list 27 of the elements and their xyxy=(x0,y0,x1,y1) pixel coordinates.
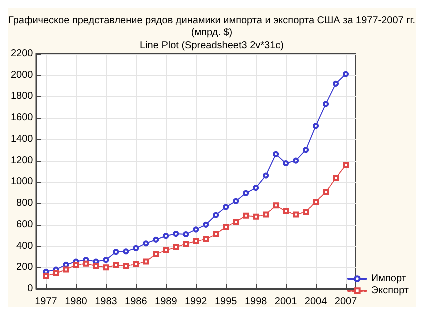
y-tick-label: 800 xyxy=(16,198,34,210)
y-tick-label: 1800 xyxy=(10,91,34,102)
chart-title: Графическое представление рядов динамики импорта и экспорта США за 1977-2007 гг. (мпрд. $) xyxy=(8,16,416,38)
chart-subtitle: Line Plot (Spreadsheet3 2v*31c) xyxy=(140,40,284,52)
y-tick-label: 600 xyxy=(16,219,34,230)
x-tick-label: 2001 xyxy=(274,296,298,308)
x-tick-label: 1980 xyxy=(65,296,88,308)
x-tick-label: 1995 xyxy=(214,296,238,308)
x-tick-label: 2004 xyxy=(304,296,328,308)
x-tick-label: 1992 xyxy=(185,296,208,308)
y-tick-label: 2200 xyxy=(10,48,34,60)
x-tick-label: 1989 xyxy=(155,296,178,308)
y-tick-label: 1200 xyxy=(10,155,34,166)
x-tick-label: 1998 xyxy=(244,296,268,308)
x-tick-label: 1986 xyxy=(125,296,148,308)
x-tick-label: 1983 xyxy=(95,296,118,308)
y-tick-label: 0 xyxy=(28,284,34,294)
legend-label: Импорт xyxy=(371,274,407,284)
legend-label: Экспорт xyxy=(371,286,410,296)
y-tick-label: 400 xyxy=(16,240,34,252)
x-tick-label: 2007 xyxy=(334,296,358,308)
y-tick-label: 1600 xyxy=(10,112,34,124)
y-tick-label: 200 xyxy=(16,262,34,274)
x-tick-label: 1977 xyxy=(35,296,58,308)
y-tick-label: 1000 xyxy=(10,176,34,188)
y-tick-label: 1400 xyxy=(10,134,34,145)
y-tick-label: 2000 xyxy=(10,70,34,81)
